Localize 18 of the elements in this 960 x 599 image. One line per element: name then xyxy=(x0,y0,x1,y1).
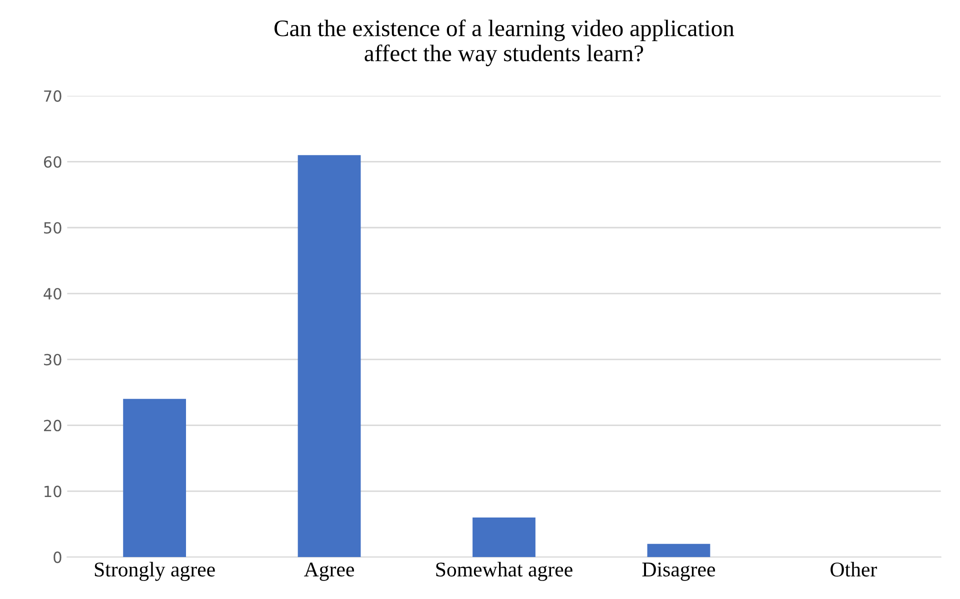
y-tick-label: 20 xyxy=(44,420,62,432)
y-tick-label: 60 xyxy=(44,156,62,168)
bar xyxy=(472,518,536,558)
y-tick-label: 30 xyxy=(44,354,62,366)
y-tick-label: 10 xyxy=(44,486,62,498)
bar xyxy=(123,398,186,558)
chart-title: Can the existence of a learning video application affect the way students learn? xyxy=(274,19,734,66)
bar xyxy=(647,544,710,558)
x-tick-label: Disagree xyxy=(642,562,716,581)
x-tick-label: Agree xyxy=(304,562,354,581)
x-tick-label: Somewhat agree xyxy=(436,562,572,581)
x-tick-label: Other xyxy=(830,562,877,577)
x-tick-label: Strongly agree xyxy=(94,562,215,581)
bar xyxy=(298,155,361,558)
y-tick-label: 70 xyxy=(44,90,62,102)
y-tick-label: 40 xyxy=(44,288,62,300)
y-tick-label: 0 xyxy=(54,552,62,564)
y-tick-label: 50 xyxy=(44,222,62,234)
